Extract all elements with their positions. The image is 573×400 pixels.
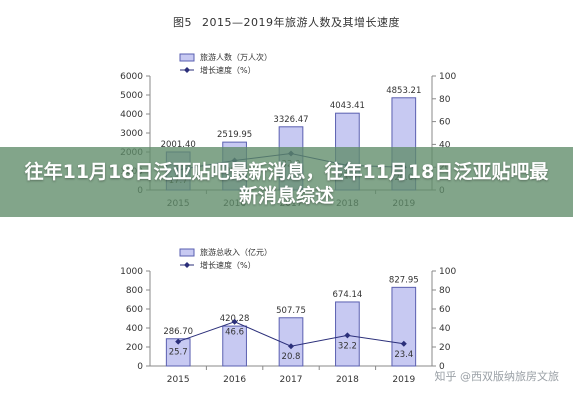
left-tick-label: 800 [126,286,143,296]
figure-title: 图5 2015—2019年旅游人数及其增长速度 [0,14,573,30]
legend-bar-swatch [179,53,195,62]
growth-point [400,340,407,347]
right-tick-label: 100 [439,72,456,82]
bar [222,325,247,367]
legend-line-marker [184,67,190,73]
right-tick-label: 80 [439,95,451,105]
headline-text: 往年11月18日泛亚贴吧最新消息，往年11月18日泛亚贴吧最新消息综述 [24,161,549,207]
x-tick-label: 2019 [392,375,415,385]
right-tick-label: 60 [439,118,451,128]
x-tick-label: 2018 [336,375,359,385]
left-tick-label: 6000 [120,72,143,82]
watermark: 知乎 @西双版纳旅房文旅 [434,370,560,383]
legend-bar-label: 旅游人数（万人次） [200,52,272,62]
left-tick-label: 600 [126,305,143,315]
bar-value-label: 4853.21 [386,86,421,96]
x-tick-label: 2016 [223,375,246,385]
bar-value-label: 4043.41 [330,101,365,111]
bar [278,317,304,367]
growth-value-label: 32.2 [338,341,357,351]
left-tick-label: 3000 [120,129,143,139]
bar-value-label: 286.70 [163,327,193,337]
growth-value-label: 46.6 [225,328,244,338]
growth-point [175,338,182,345]
x-tick-label: 2015 [167,375,190,385]
x-tick-label: 2017 [280,375,303,385]
bar [391,286,417,367]
legend-line-marker [184,262,190,268]
left-tick-label: 400 [126,324,143,334]
growth-point [231,318,238,325]
left-tick-label: 1000 [120,267,143,277]
left-tick-label: 4000 [120,110,143,120]
legend-bar-swatch [179,248,195,257]
right-tick-label: 40 [439,140,451,150]
bar-value-label: 2519.95 [217,130,252,140]
right-tick-label: 60 [439,305,451,315]
right-tick-label: 0 [439,362,445,372]
bar-value-label: 674.14 [333,290,363,300]
left-tick-label: 200 [126,343,143,353]
bar-value-label: 507.75 [276,306,306,316]
left-tick-label: 0 [137,362,143,372]
legend-line-label: 增长速度（%） [200,65,256,75]
right-tick-label: 20 [439,343,451,353]
right-tick-label: 100 [439,267,456,277]
growth-value-label: 25.7 [169,348,188,358]
growth-value-label: 23.4 [394,350,413,360]
right-tick-label: 40 [439,324,451,334]
bar-value-label: 3326.47 [273,115,308,125]
figure-title-text: 2015—2019年旅游人数及其增长速度 [202,16,400,29]
growth-point [344,332,351,339]
growth-point [288,343,294,350]
legend-line-label: 增长速度（%） [200,260,256,270]
figure-number: 图5 [173,16,192,29]
bar-value-label: 827.95 [389,275,419,285]
headline-banner: 往年11月18日泛亚贴吧最新消息，往年11月18日泛亚贴吧最新消息综述 [0,147,573,217]
bar-value-label: 2001.40 [161,140,196,150]
legend-bar-label: 旅游总收入（亿元） [200,247,272,257]
right-tick-label: 80 [439,286,451,296]
left-tick-label: 5000 [120,91,143,101]
growth-value-label: 20.8 [282,352,301,362]
